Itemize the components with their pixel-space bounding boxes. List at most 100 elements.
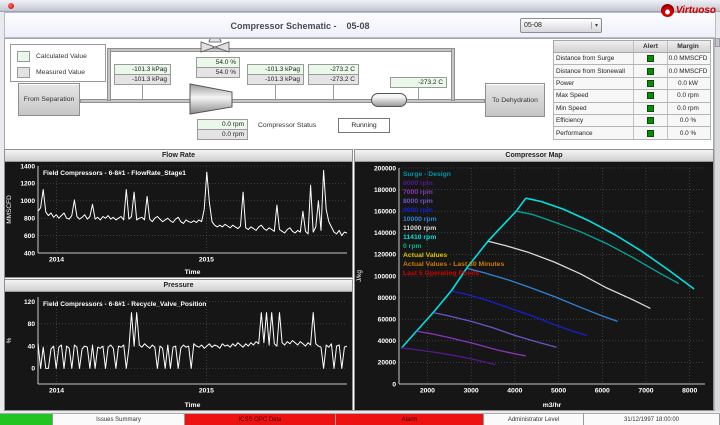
alert-table: Alert Margin Distance from Surge 0.0 MMSC… xyxy=(553,40,711,140)
flow-rate-panel: Flow Rate 40060080010001200140020142015F… xyxy=(4,149,353,278)
svg-text:120000: 120000 xyxy=(374,252,396,259)
table-row: Min Speed 0.0 rpm xyxy=(553,103,711,115)
alert-green-icon xyxy=(647,92,654,99)
connector xyxy=(418,88,419,99)
measured-swatch xyxy=(17,67,30,78)
svg-text:1400: 1400 xyxy=(20,163,35,170)
svg-text:600: 600 xyxy=(24,233,35,240)
alert-green-icon xyxy=(647,130,654,137)
compressor-map-title: Compressor Map xyxy=(355,150,713,162)
calculated-swatch xyxy=(17,51,30,62)
recycle-valve-measured: 54.0 % xyxy=(196,67,240,78)
metric-name: Efficiency xyxy=(554,115,634,126)
svg-text:200000: 200000 xyxy=(374,165,396,172)
svg-text:800: 800 xyxy=(24,216,35,223)
connector xyxy=(275,85,276,99)
alert-green-icon xyxy=(647,68,654,75)
alert-indicator xyxy=(634,65,668,76)
alert-indicator xyxy=(634,53,668,64)
svg-text:8000 rpm: 8000 rpm xyxy=(403,198,433,205)
virtuoso-logo-text: Virtuoso xyxy=(676,5,716,16)
alert-green-icon xyxy=(647,117,654,124)
table-row: Distance from Surge 0.0 MMSCFD xyxy=(553,53,711,65)
discharge-pressure-measured: -101.3 kPag xyxy=(247,74,304,85)
svg-text:0 rpm: 0 rpm xyxy=(403,243,422,250)
svg-text:4000: 4000 xyxy=(507,388,522,395)
recycle-valve-icon xyxy=(200,39,230,53)
page-title-text: Compressor Schematic - xyxy=(230,21,336,31)
to-dehydration-box: To Dehydration xyxy=(485,83,545,117)
svg-text:2015: 2015 xyxy=(199,257,214,264)
svg-text:140000: 140000 xyxy=(374,230,396,237)
alert-green-icon xyxy=(647,55,654,62)
table-row: Efficiency 0.0 % xyxy=(553,115,711,127)
svg-text:400: 400 xyxy=(24,250,35,257)
scrollbar[interactable] xyxy=(714,38,720,411)
svg-text:Field Compressors - 6-8#1 - Re: Field Compressors - 6-8#1 - Recycle_Valv… xyxy=(43,301,206,308)
svg-text:MMSCFD: MMSCFD xyxy=(6,195,13,224)
main-pipe xyxy=(80,99,485,103)
svg-text:7000: 7000 xyxy=(638,388,653,395)
svg-text:60000: 60000 xyxy=(378,317,397,324)
status-segment: 31/12/1997 18:00:00 xyxy=(584,414,720,425)
svg-text:2014: 2014 xyxy=(49,388,64,395)
scrollbar-thumb[interactable] xyxy=(715,38,720,47)
svg-text:11000 rpm: 11000 rpm xyxy=(403,225,436,232)
margin-value: 0.0 rpm xyxy=(668,103,708,114)
calculated-label: Calculated Value xyxy=(36,53,87,60)
svg-text:180000: 180000 xyxy=(374,187,396,194)
page-title: Compressor Schematic - 05-08 xyxy=(5,21,595,31)
margin-value: 0.0 MMSCFD xyxy=(668,53,708,64)
metric-name: Max Speed xyxy=(554,90,634,101)
table-row: Distance from Stonewall0.0 MMSCFD xyxy=(553,65,711,77)
app-window: Virtuoso Compressor Schematic - 05-08 05… xyxy=(0,0,720,425)
compressor-map-chart: 0200004000060000800001000001200001400001… xyxy=(355,162,713,409)
unit-selector-value: 05-08 xyxy=(524,22,542,29)
svg-text:J/kg: J/kg xyxy=(356,270,363,282)
cooler-outlet-temp-calculated: -273.2 C xyxy=(390,77,447,88)
compressor-map-panel: Compressor Map 0200004000060000800001000… xyxy=(354,149,714,411)
svg-text:40: 40 xyxy=(28,343,36,350)
status-segment: Administrator Level xyxy=(484,414,584,425)
speed-measured: 0.0 rpm xyxy=(197,129,248,140)
metric-name: Distance from Surge xyxy=(554,53,634,64)
svg-text:8000: 8000 xyxy=(682,388,697,395)
alert-indicator xyxy=(634,78,668,89)
connector xyxy=(142,85,143,99)
svg-text:Surge - Design: Surge - Design xyxy=(403,171,451,178)
status-segment[interactable]: ICSS OPC Data xyxy=(185,414,336,425)
compressor-icon xyxy=(189,83,233,115)
svg-text:Time: Time xyxy=(185,269,201,276)
status-segment[interactable]: Alarm xyxy=(336,414,484,425)
recycle-pipe-top xyxy=(107,48,455,52)
svg-text:3000: 3000 xyxy=(464,388,479,395)
app-icon[interactable] xyxy=(8,3,14,9)
metric-name: Min Speed xyxy=(554,103,634,114)
header-alert: Alert xyxy=(634,41,668,52)
svg-text:6000 rpm: 6000 rpm xyxy=(403,180,433,187)
page-header: Compressor Schematic - 05-08 05-08 ▾ xyxy=(4,12,716,38)
alert-table-body: Distance from Surge0.0 MMSCFDDistance fr… xyxy=(553,53,711,140)
discharge-temp-measured: -273.2 C xyxy=(308,74,359,85)
svg-text:11410 rpm: 11410 rpm xyxy=(403,234,436,241)
page-title-unit: 05-08 xyxy=(347,21,370,31)
window-titlebar xyxy=(0,0,720,12)
svg-text:5000: 5000 xyxy=(551,388,566,395)
flow-rate-title: Flow Rate xyxy=(5,150,352,162)
svg-text:120: 120 xyxy=(24,299,35,306)
header-blank xyxy=(554,41,634,52)
alert-green-icon xyxy=(647,80,654,87)
svg-text:2014: 2014 xyxy=(49,257,64,264)
margin-value: 0.0 % xyxy=(668,115,708,126)
unit-selector[interactable]: 05-08 ▾ xyxy=(520,18,602,33)
metric-name: Distance from Stonewall xyxy=(554,65,634,76)
value-legend: Calculated Value Measured Value xyxy=(10,44,106,82)
svg-text:Actual Values: Actual Values xyxy=(403,252,447,259)
measured-label: Measured Value xyxy=(36,69,85,76)
legend-row-calculated: Calculated Value xyxy=(17,48,105,64)
header-margin: Margin xyxy=(668,41,708,52)
svg-text:7000 rpm: 7000 rpm xyxy=(403,189,433,196)
status-segment[interactable]: Issues Summary xyxy=(53,414,185,425)
chevron-down-icon[interactable]: ▾ xyxy=(591,22,598,29)
svg-text:Field Compressors - 6-8#1 - Fl: Field Compressors - 6-8#1 - FlowRate_Sta… xyxy=(43,170,186,177)
